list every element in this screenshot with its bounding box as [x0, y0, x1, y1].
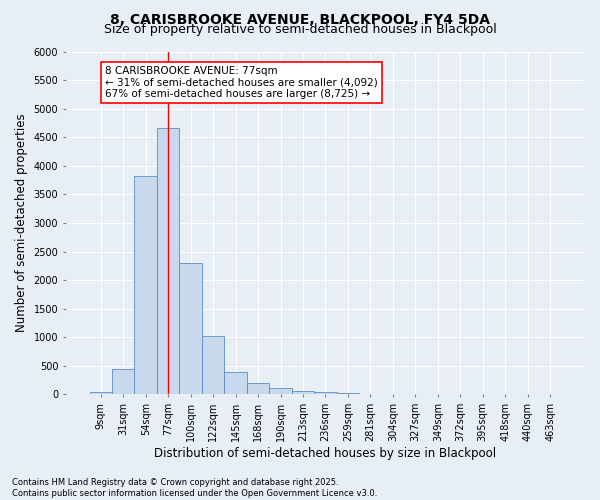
Bar	[292, 390, 314, 394]
Text: Size of property relative to semi-detached houses in Blackpool: Size of property relative to semi-detach…	[104, 22, 496, 36]
X-axis label: Distribution of semi-detached houses by size in Blackpool: Distribution of semi-detached houses by …	[154, 447, 497, 460]
Text: 8, CARISBROOKE AVENUE, BLACKPOOL, FY4 5DA: 8, CARISBROOKE AVENUE, BLACKPOOL, FY4 5D…	[110, 12, 490, 26]
Text: 8 CARISBROOKE AVENUE: 77sqm
← 31% of semi-detached houses are smaller (4,092)
67: 8 CARISBROOKE AVENUE: 77sqm ← 31% of sem…	[105, 66, 378, 99]
Bar	[89, 392, 112, 394]
Y-axis label: Number of semi-detached properties: Number of semi-detached properties	[15, 114, 28, 332]
Bar	[224, 372, 247, 394]
Bar	[157, 128, 179, 394]
Bar	[202, 336, 224, 394]
Bar	[314, 392, 337, 394]
Bar	[269, 388, 292, 394]
Bar	[134, 176, 157, 394]
Text: Contains HM Land Registry data © Crown copyright and database right 2025.
Contai: Contains HM Land Registry data © Crown c…	[12, 478, 377, 498]
Bar	[247, 384, 269, 394]
Bar	[112, 368, 134, 394]
Bar	[179, 263, 202, 394]
